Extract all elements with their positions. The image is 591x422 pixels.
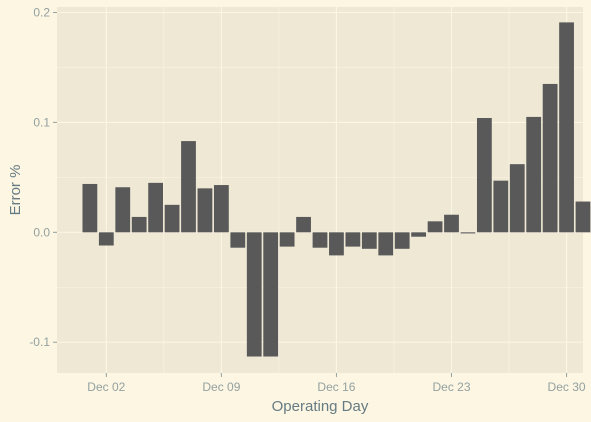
bar bbox=[230, 232, 246, 248]
bar bbox=[98, 232, 114, 246]
bar bbox=[164, 204, 180, 233]
bar bbox=[394, 232, 410, 249]
x-tick-label: Dec 09 bbox=[202, 380, 240, 394]
x-tick-label: Dec 16 bbox=[317, 380, 355, 394]
bar bbox=[197, 188, 213, 233]
bar bbox=[427, 221, 443, 233]
bar bbox=[148, 182, 164, 233]
bar bbox=[575, 201, 591, 233]
bar bbox=[378, 232, 394, 256]
bar bbox=[361, 232, 377, 249]
x-tick-label: Dec 30 bbox=[548, 380, 586, 394]
y-tick-label: 0.0 bbox=[33, 225, 50, 239]
bars bbox=[82, 22, 591, 357]
bar bbox=[329, 232, 344, 256]
bar bbox=[279, 232, 295, 247]
bar bbox=[542, 83, 558, 233]
y-tick-label: 0.2 bbox=[33, 5, 50, 19]
x-axis-ticks: Dec 02 Dec 09 Dec 16 Dec 23 Dec 30 bbox=[87, 373, 586, 394]
bar bbox=[312, 232, 328, 248]
y-tick-label: -0.1 bbox=[29, 335, 50, 349]
bar bbox=[296, 216, 311, 233]
x-tick-label: Dec 23 bbox=[432, 380, 470, 394]
bar bbox=[411, 232, 427, 237]
bar bbox=[476, 118, 492, 233]
y-axis-ticks: -0.1 0.0 0.1 0.2 bbox=[29, 5, 57, 349]
bar bbox=[181, 141, 196, 233]
bar bbox=[493, 180, 509, 233]
bar bbox=[444, 214, 459, 233]
bar bbox=[460, 232, 476, 234]
bar bbox=[263, 232, 279, 357]
bar bbox=[82, 183, 98, 233]
bar bbox=[131, 216, 147, 233]
bar bbox=[246, 232, 262, 357]
bar bbox=[213, 185, 229, 233]
x-axis-title: Operating Day bbox=[272, 398, 369, 415]
y-tick-label: 0.1 bbox=[33, 115, 50, 129]
bar bbox=[526, 116, 542, 233]
bar bbox=[559, 22, 574, 233]
bar bbox=[345, 232, 361, 247]
bar bbox=[115, 187, 131, 233]
minor-gridlines bbox=[57, 7, 583, 373]
y-axis-title: Error % bbox=[7, 165, 24, 216]
bar bbox=[509, 164, 525, 233]
x-tick-label: Dec 02 bbox=[87, 380, 125, 394]
